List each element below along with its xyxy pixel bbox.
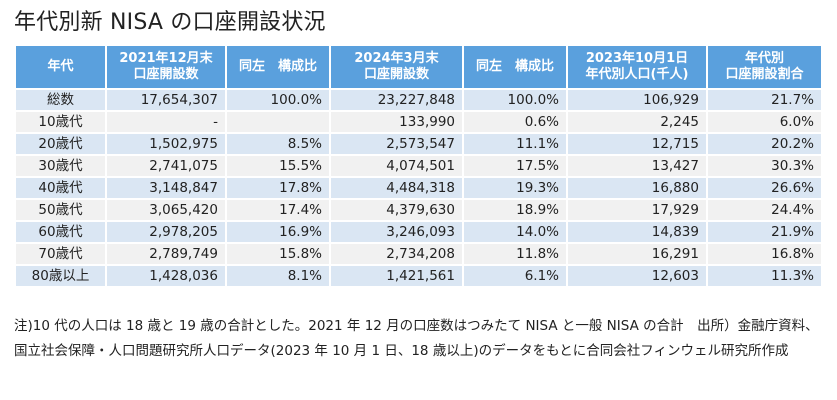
- cell-accounts-2021: -: [105, 110, 227, 134]
- header-accounts-2021: 2021年12月末 口座開設数: [105, 44, 227, 90]
- cell-population-2023: 13,427: [566, 154, 708, 178]
- header-accounts-2024: 2024年3月末 口座開設数: [329, 44, 464, 90]
- cell-accounts-2021: 1,428,036: [105, 264, 227, 288]
- header-population-2023: 2023年10月1日 年代別人口(千人): [566, 44, 708, 90]
- table-body: 総数 17,654,307 100.0% 23,227,848 100.0% 106,92…: [14, 88, 823, 288]
- footnote: 注)10 代の人口は 18 歳と 19 歳の合計とした。2021 年 12 月の…: [14, 318, 819, 359]
- cell-share-2024: 11.1%: [462, 132, 568, 156]
- cell-age-group: 20歳代: [14, 132, 107, 156]
- cell-share-2021: 15.8%: [225, 242, 331, 266]
- table-row: 10歳代 - 133,990 0.6% 2,245 6.0%: [14, 110, 823, 134]
- cell-account-ratio: 30.3%: [706, 154, 823, 178]
- cell-share-2024: 100.0%: [462, 88, 568, 112]
- table-row: 50歳代 3,065,420 17.4% 4,379,630 18.9% 17,929 24…: [14, 198, 823, 222]
- cell-age-group: 80歳以上: [14, 264, 107, 288]
- table-row: 80歳以上 1,428,036 8.1% 1,421,561 6.1% 12,603 11.…: [14, 264, 823, 288]
- cell-accounts-2024: 23,227,848: [329, 88, 464, 112]
- table-row: 30歳代 2,741,075 15.5% 4,074,501 17.5% 13,427 30…: [14, 154, 823, 178]
- header-line: 同左 構成比: [238, 59, 317, 74]
- header-share-2021: 同左 構成比: [225, 44, 331, 90]
- cell-account-ratio: 21.7%: [706, 88, 823, 112]
- cell-age-group: 60歳代: [14, 220, 107, 244]
- cell-population-2023: 106,929: [566, 88, 708, 112]
- nisa-account-table: 年代 2021年12月末 口座開設数 同左 構成比 2024年3月末 口座開設数 同左 構成…: [14, 44, 823, 288]
- cell-share-2024: 14.0%: [462, 220, 568, 244]
- header-line: 口座開設割合: [725, 67, 804, 82]
- header-age-group: 年代: [14, 44, 107, 90]
- cell-population-2023: 14,839: [566, 220, 708, 244]
- cell-accounts-2024: 4,074,501: [329, 154, 464, 178]
- cell-accounts-2021: 2,978,205: [105, 220, 227, 244]
- header-line: 2023年10月1日: [585, 51, 689, 66]
- header-line: 年代別人口(千人): [585, 67, 689, 82]
- cell-share-2024: 17.5%: [462, 154, 568, 178]
- cell-share-2024: 11.8%: [462, 242, 568, 266]
- cell-share-2024: 0.6%: [462, 110, 568, 134]
- cell-population-2023: 16,291: [566, 242, 708, 266]
- cell-population-2023: 16,880: [566, 176, 708, 200]
- cell-share-2021: 17.8%: [225, 176, 331, 200]
- table-header-row: 年代 2021年12月末 口座開設数 同左 構成比 2024年3月末 口座開設数 同左 構成…: [14, 44, 823, 90]
- header-account-ratio: 年代別 口座開設割合: [706, 44, 823, 90]
- cell-accounts-2024: 4,379,630: [329, 198, 464, 222]
- cell-accounts-2021: 2,789,749: [105, 242, 227, 266]
- header-line: 口座開設数: [133, 67, 199, 82]
- cell-age-group: 30歳代: [14, 154, 107, 178]
- table-row: 60歳代 2,978,205 16.9% 3,246,093 14.0% 14,839 21…: [14, 220, 823, 244]
- cell-population-2023: 12,603: [566, 264, 708, 288]
- cell-age-group: 40歳代: [14, 176, 107, 200]
- cell-account-ratio: 16.8%: [706, 242, 823, 266]
- cell-share-2024: 19.3%: [462, 176, 568, 200]
- cell-share-2021: 15.5%: [225, 154, 331, 178]
- header-line: 年代別: [744, 51, 784, 66]
- cell-share-2021: 8.1%: [225, 264, 331, 288]
- cell-age-group: 70歳代: [14, 242, 107, 266]
- cell-account-ratio: 24.4%: [706, 198, 823, 222]
- cell-accounts-2021: 17,654,307: [105, 88, 227, 112]
- header-line: 口座開設数: [363, 67, 429, 82]
- header-share-2024: 同左 構成比: [462, 44, 568, 90]
- cell-accounts-2024: 4,484,318: [329, 176, 464, 200]
- cell-account-ratio: 26.6%: [706, 176, 823, 200]
- cell-population-2023: 12,715: [566, 132, 708, 156]
- cell-share-2021: 8.5%: [225, 132, 331, 156]
- cell-share-2024: 6.1%: [462, 264, 568, 288]
- table-row: 総数 17,654,307 100.0% 23,227,848 100.0% 106,92…: [14, 88, 823, 112]
- table-row: 20歳代 1,502,975 8.5% 2,573,547 11.1% 12,715 20.…: [14, 132, 823, 156]
- cell-accounts-2024: 2,573,547: [329, 132, 464, 156]
- cell-population-2023: 17,929: [566, 198, 708, 222]
- cell-age-group: 10歳代: [14, 110, 107, 134]
- header-line: 年代: [47, 59, 74, 74]
- cell-accounts-2021: 3,065,420: [105, 198, 227, 222]
- cell-account-ratio: 6.0%: [706, 110, 823, 134]
- cell-accounts-2024: 3,246,093: [329, 220, 464, 244]
- cell-accounts-2024: 1,421,561: [329, 264, 464, 288]
- cell-account-ratio: 11.3%: [706, 264, 823, 288]
- cell-accounts-2021: 1,502,975: [105, 132, 227, 156]
- cell-population-2023: 2,245: [566, 110, 708, 134]
- cell-share-2021: 17.4%: [225, 198, 331, 222]
- cell-account-ratio: 21.9%: [706, 220, 823, 244]
- cell-accounts-2021: 2,741,075: [105, 154, 227, 178]
- cell-share-2021: [225, 110, 331, 134]
- header-line: 2024年3月末: [354, 51, 439, 66]
- cell-account-ratio: 20.2%: [706, 132, 823, 156]
- cell-share-2021: 16.9%: [225, 220, 331, 244]
- header-line: 同左 構成比: [475, 59, 554, 74]
- cell-age-group: 50歳代: [14, 198, 107, 222]
- page-title: 年代別新 NISA の口座開設状況: [14, 10, 326, 35]
- cell-accounts-2024: 2,734,208: [329, 242, 464, 266]
- cell-share-2021: 100.0%: [225, 88, 331, 112]
- table-row: 70歳代 2,789,749 15.8% 2,734,208 11.8% 16,291 16…: [14, 242, 823, 266]
- header-line: 2021年12月末: [119, 51, 213, 66]
- cell-age-group: 総数: [14, 88, 107, 112]
- cell-share-2024: 18.9%: [462, 198, 568, 222]
- cell-accounts-2021: 3,148,847: [105, 176, 227, 200]
- table-row: 40歳代 3,148,847 17.8% 4,484,318 19.3% 16,880 26…: [14, 176, 823, 200]
- cell-accounts-2024: 133,990: [329, 110, 464, 134]
